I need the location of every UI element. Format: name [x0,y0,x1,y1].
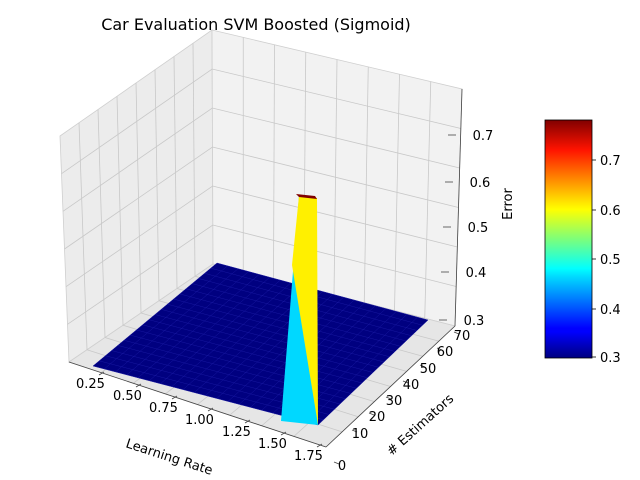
mesh-line [227,297,344,402]
z-axis-label: Error [501,188,516,220]
spike-top-face [296,194,317,199]
y-axis-line [325,325,456,448]
colorbar-gradient [544,119,593,359]
colorbar-tick-label: 0.7 [600,154,621,169]
y-tick-mark [385,396,392,400]
x-axis-line [68,361,327,448]
grid-line-z [67,224,457,325]
grid-line-z [64,146,459,250]
x-tick-mark [244,419,251,424]
x-tick-label: 0.25 [76,377,105,392]
x-tick-label: 0.50 [113,389,142,404]
x-tick-label: 1.75 [294,449,323,464]
chart-title: Car Evaluation SVM Boosted (Sigmoid) [101,15,411,34]
y-tick-label: 50 [420,362,437,377]
mesh-line [167,304,385,363]
colorbar-tick-label: 0.4 [600,303,621,318]
surface-plane [92,262,429,426]
y-tick-mark [453,331,460,335]
y-tick-mark [368,412,375,416]
grid-line-z [62,107,460,212]
x-tick-mark [98,371,105,376]
z-tick-label: 0.5 [468,221,489,236]
y-tick-label: 60 [437,345,454,360]
x-tick-mark [280,431,287,436]
x-tick-mark [207,407,214,412]
grid-line-z [61,68,461,174]
y-tick-label: 10 [352,427,369,442]
y-tick-mark [333,461,340,465]
y-tick-mark [419,364,426,368]
x-axis-label: Learning Rate [124,437,215,479]
mesh-line [179,293,396,352]
y-tick-label: 40 [403,378,420,393]
colorbar-tick-label: 0.5 [600,253,621,268]
z-axis: 0.3 0.4 0.5 0.6 0.7 Error [439,88,516,329]
y-tick-label: 20 [369,410,386,425]
mesh-line [161,309,379,368]
x-tick-label: 0.75 [149,401,178,416]
x-tick-mark [316,443,323,448]
z-axis-line [454,88,463,327]
mesh-line [306,317,418,423]
y-tick-mark [351,429,358,433]
mesh-line [261,305,376,411]
error-surface [92,194,429,426]
colorbar: 0.3 0.4 0.5 0.6 0.7 [544,119,621,366]
colorbar-tick-label: 0.3 [600,351,621,366]
y-tick-mark [402,380,409,384]
x-tick-labels: 0.25 0.50 0.75 1.00 1.25 1.50 1.75 [76,371,323,464]
x-tick-label: 1.50 [258,437,287,452]
x-tick-mark [171,395,178,400]
y-tick-label: 30 [386,394,403,409]
z-tick-label: 0.3 [464,314,485,329]
grid-line-z [65,185,458,287]
z-tick-label: 0.6 [470,176,491,191]
colorbar-tick-label: 0.6 [600,204,621,219]
colorbar-tick-labels: 0.3 0.4 0.5 0.6 0.7 [592,154,621,366]
z-tick-label: 0.7 [473,129,494,144]
z-tick-label: 0.4 [466,266,487,281]
x-tick-label: 1.25 [222,425,251,440]
y-tick-label: 70 [454,329,471,344]
mesh-line [173,298,390,357]
z-tick-labels: 0.3 0.4 0.5 0.6 0.7 [439,129,493,329]
y-tick-label: 0 [338,459,346,474]
spike-side-face [292,196,318,425]
mesh-line [154,314,374,373]
y-tick-mark [436,347,443,351]
x-tick-mark [135,383,142,388]
x-tick-label: 1.00 [185,413,214,428]
